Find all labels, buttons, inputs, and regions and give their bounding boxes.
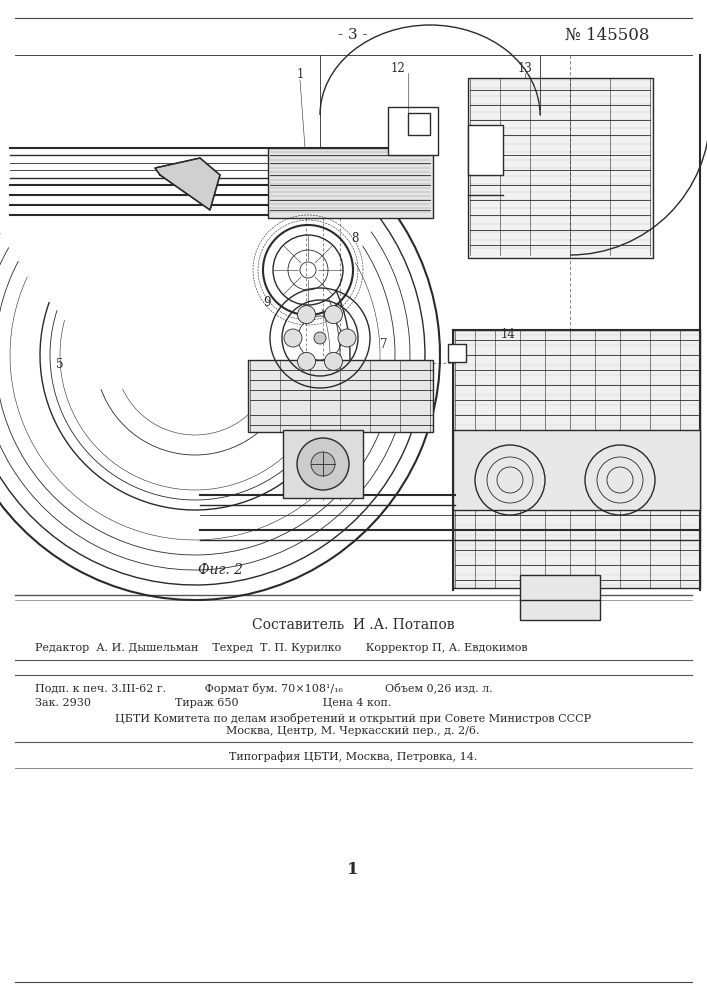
- Circle shape: [325, 352, 342, 370]
- Text: 5: 5: [57, 359, 64, 371]
- Bar: [448, 344, 466, 362]
- Bar: [453, 330, 700, 588]
- Text: Зак. 2930                        Тираж 650                        Цена 4 коп.: Зак. 2930 Тираж 650 Цена 4 коп.: [35, 698, 392, 708]
- Circle shape: [298, 306, 315, 324]
- Circle shape: [311, 452, 335, 476]
- Circle shape: [297, 438, 349, 490]
- Text: 1: 1: [347, 861, 358, 879]
- Bar: [283, 430, 363, 498]
- Bar: [520, 575, 600, 620]
- Polygon shape: [155, 158, 220, 210]
- Bar: [248, 360, 433, 432]
- Text: 8: 8: [351, 232, 358, 244]
- Circle shape: [338, 329, 356, 347]
- Circle shape: [298, 352, 315, 370]
- Bar: [408, 113, 430, 135]
- Circle shape: [284, 329, 302, 347]
- Text: 14: 14: [501, 328, 515, 342]
- Text: № 145508: № 145508: [565, 26, 650, 43]
- Text: 13: 13: [518, 62, 532, 75]
- Text: - 3 -: - 3 -: [338, 28, 368, 42]
- Text: Подп. к печ. 3.ІІІ-62 г.           Формат бум. 70×108¹/₁₆            Объем 0,26 : Подп. к печ. 3.ІІІ-62 г. Формат бум. 70×…: [35, 684, 493, 694]
- Circle shape: [325, 306, 342, 324]
- Text: Составитель  И .А. Потапов: Составитель И .А. Потапов: [252, 618, 455, 632]
- Text: Редактор  А. И. Дышельман    Техред  Т. П. Курилко       Корректор П, А. Евдоким: Редактор А. И. Дышельман Техред Т. П. Ку…: [35, 643, 527, 653]
- Text: 12: 12: [391, 62, 405, 75]
- Text: Москва, Центр, М. Черкасский пер., д. 2/6.: Москва, Центр, М. Черкасский пер., д. 2/…: [226, 726, 480, 736]
- Bar: [268, 148, 433, 218]
- Text: Типография ЦБТИ, Москва, Петровка, 14.: Типография ЦБТИ, Москва, Петровка, 14.: [229, 752, 477, 762]
- Text: ЦБТИ Комитета по делам изобретений и открытий при Совете Министров СССР: ЦБТИ Комитета по делам изобретений и отк…: [115, 712, 591, 724]
- Bar: [468, 125, 503, 175]
- Text: 1: 1: [296, 68, 304, 82]
- Bar: [453, 430, 700, 510]
- Text: 7: 7: [380, 338, 387, 352]
- Circle shape: [314, 332, 326, 344]
- Text: 9: 9: [263, 296, 271, 310]
- Bar: [468, 78, 653, 258]
- Bar: [388, 107, 438, 155]
- Text: Фиг. 2: Фиг. 2: [197, 563, 243, 577]
